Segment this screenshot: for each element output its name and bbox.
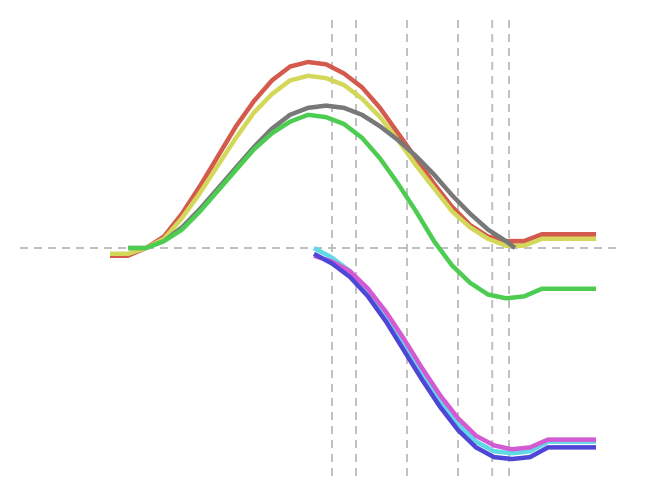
series-line-6	[313, 253, 596, 452]
series-group	[110, 59, 596, 462]
guide-lines	[20, 20, 620, 476]
series-line-2	[110, 73, 596, 257]
series-line-4	[128, 112, 596, 301]
series-line-7	[312, 251, 596, 462]
